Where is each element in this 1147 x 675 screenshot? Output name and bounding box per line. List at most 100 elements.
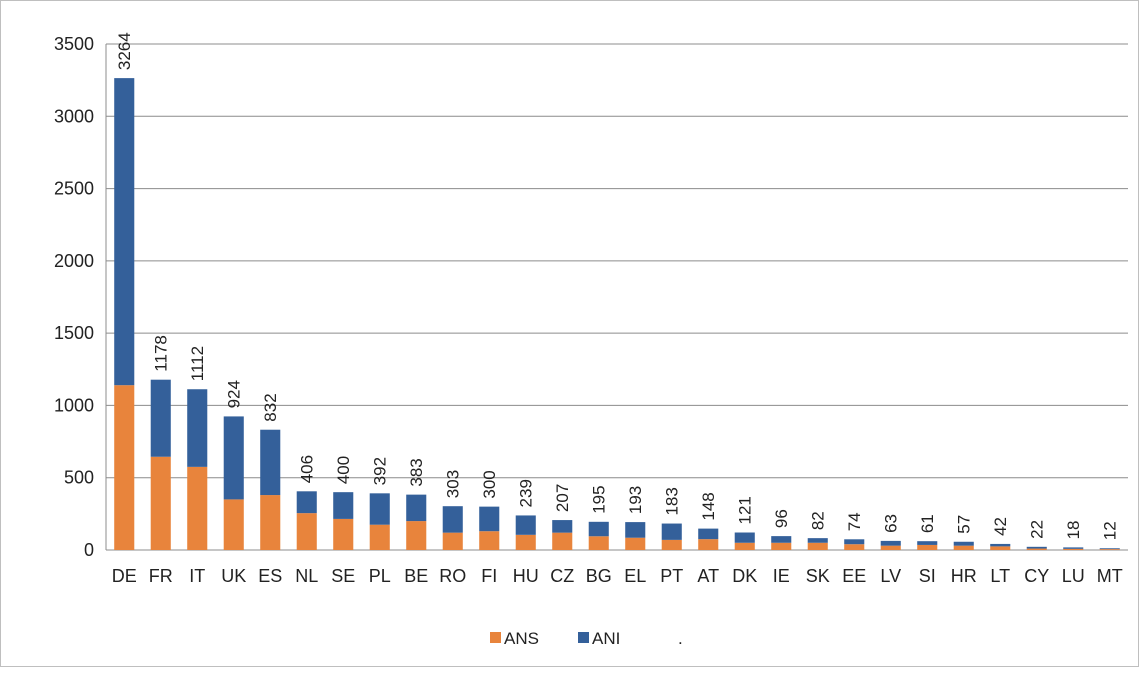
data-label-cy: 22 bbox=[1028, 520, 1047, 539]
bar-ans-fr bbox=[151, 457, 171, 550]
data-label-cz: 207 bbox=[553, 484, 572, 512]
x-tick-label: LT bbox=[990, 566, 1010, 586]
data-label-fi: 300 bbox=[480, 470, 499, 498]
data-label-pt: 183 bbox=[663, 487, 682, 515]
x-tick-label: IT bbox=[189, 566, 205, 586]
y-tick-label: 2000 bbox=[54, 251, 94, 271]
bar-ans-be bbox=[406, 521, 426, 550]
bar-ans-ee bbox=[844, 544, 864, 550]
x-tick-label: FI bbox=[481, 566, 497, 586]
x-tick-label: SE bbox=[331, 566, 355, 586]
legend-swatch-ans bbox=[490, 632, 501, 643]
data-label-fr: 1178 bbox=[152, 335, 171, 372]
y-tick-label: 500 bbox=[64, 468, 94, 488]
bar-ani-ie bbox=[771, 536, 791, 543]
bar-ani-fr bbox=[151, 380, 171, 457]
x-tick-label: DK bbox=[732, 566, 757, 586]
bar-ans-se bbox=[333, 519, 353, 550]
data-label-be: 383 bbox=[407, 458, 426, 486]
x-tick-label: FR bbox=[149, 566, 173, 586]
y-tick-label: 3000 bbox=[54, 106, 94, 126]
data-label-ro: 303 bbox=[444, 470, 463, 498]
data-label-uk: 924 bbox=[225, 380, 244, 408]
x-tick-label: IE bbox=[773, 566, 790, 586]
x-tick-label: EE bbox=[842, 566, 866, 586]
bar-ans-hu bbox=[516, 535, 536, 550]
bar-ani-el bbox=[625, 522, 645, 538]
bar-ans-el bbox=[625, 538, 645, 550]
data-label-nl: 406 bbox=[298, 455, 317, 483]
bar-ani-ro bbox=[443, 506, 463, 532]
bar-ans-cy bbox=[1027, 549, 1047, 550]
x-tick-label: UK bbox=[221, 566, 246, 586]
y-tick-label: 1000 bbox=[54, 395, 94, 415]
data-label-bg: 195 bbox=[590, 485, 609, 513]
data-label-el: 193 bbox=[626, 486, 645, 514]
bar-ans-mt bbox=[1100, 549, 1120, 550]
bar-ans-ro bbox=[443, 533, 463, 550]
legend: ANS ANI. bbox=[490, 629, 683, 648]
bar-ani-lt bbox=[990, 544, 1010, 546]
x-tick-label: PT bbox=[660, 566, 683, 586]
x-tick-label: EL bbox=[624, 566, 646, 586]
legend-label-ans: ANS bbox=[504, 629, 539, 648]
bar-ani-lu bbox=[1063, 547, 1083, 548]
x-tick-label: SK bbox=[806, 566, 830, 586]
data-label-se: 400 bbox=[334, 456, 353, 484]
bar-ani-mt bbox=[1100, 548, 1120, 549]
bar-ans-uk bbox=[224, 499, 244, 550]
bar-ans-dk bbox=[735, 543, 755, 550]
data-label-si: 61 bbox=[918, 514, 937, 533]
bar-ani-hr bbox=[954, 542, 974, 546]
x-tick-label: BG bbox=[586, 566, 612, 586]
x-tick-label: DE bbox=[112, 566, 137, 586]
bar-ans-lt bbox=[990, 546, 1010, 550]
x-tick-label: HU bbox=[513, 566, 539, 586]
y-tick-label: 1500 bbox=[54, 323, 94, 343]
bar-ani-lv bbox=[881, 541, 901, 546]
bar-ani-hu bbox=[516, 515, 536, 534]
bar-ani-de bbox=[114, 78, 134, 385]
bars bbox=[114, 78, 1120, 550]
bar-ans-si bbox=[917, 545, 937, 550]
x-tick-label: CZ bbox=[550, 566, 574, 586]
x-tick-label: MT bbox=[1097, 566, 1123, 586]
x-tick-label: BE bbox=[404, 566, 428, 586]
bar-ani-uk bbox=[224, 416, 244, 499]
data-label-pl: 392 bbox=[371, 457, 390, 485]
bar-ani-at bbox=[698, 529, 718, 540]
legend-label-ani: ANI bbox=[592, 629, 620, 648]
bar-ani-pt bbox=[662, 524, 682, 540]
y-tick-label: 2500 bbox=[54, 179, 94, 199]
x-tick-label: SI bbox=[919, 566, 936, 586]
bar-ani-it bbox=[187, 389, 207, 467]
data-label-at: 148 bbox=[699, 492, 718, 520]
data-label-sk: 82 bbox=[809, 511, 828, 530]
bar-ans-cz bbox=[552, 533, 572, 550]
data-label-de: 3264 bbox=[115, 32, 134, 70]
bar-ani-es bbox=[260, 430, 280, 495]
data-label-lt: 42 bbox=[991, 517, 1010, 536]
data-label-dk: 121 bbox=[736, 496, 755, 524]
x-tick-label: AT bbox=[697, 566, 719, 586]
legend-trailing-mark: . bbox=[678, 629, 683, 648]
y-tick-label: 0 bbox=[84, 540, 94, 560]
data-label-ee: 74 bbox=[845, 512, 864, 531]
bar-ani-cz bbox=[552, 520, 572, 533]
bar-ani-nl bbox=[297, 491, 317, 513]
x-tick-label: CY bbox=[1024, 566, 1049, 586]
bar-ans-bg bbox=[589, 536, 609, 550]
x-axis: DE FR IT UK ES NL SE PL BE RO FI HU CZ BG EL PT AT DK IE SK… bbox=[112, 566, 1123, 586]
bar-ans-ie bbox=[771, 543, 791, 550]
x-tick-label: LV bbox=[880, 566, 901, 586]
bar-ans-hr bbox=[954, 546, 974, 550]
legend-swatch-ani bbox=[578, 632, 589, 643]
bar-ans-es bbox=[260, 495, 280, 550]
data-label-it: 1112 bbox=[188, 346, 207, 381]
bar-ani-sk bbox=[808, 538, 828, 543]
bar-ans-nl bbox=[297, 513, 317, 550]
x-tick-label: PL bbox=[369, 566, 391, 586]
bar-ani-se bbox=[333, 492, 353, 519]
bar-ani-dk bbox=[735, 533, 755, 543]
